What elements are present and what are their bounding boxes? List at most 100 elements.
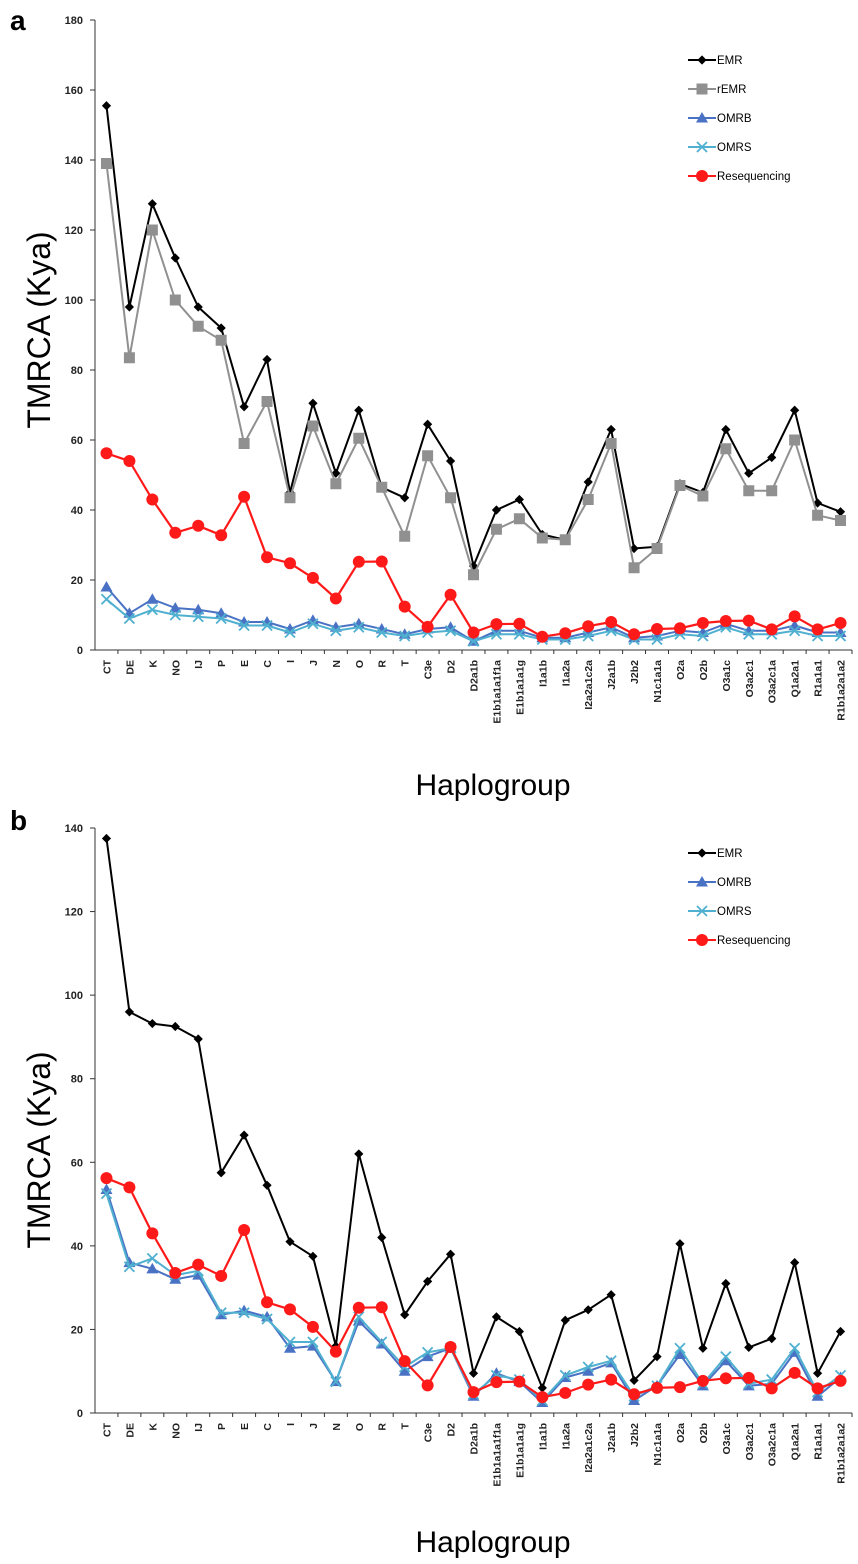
- panel-a-data-point: [788, 610, 801, 623]
- panel-a-data-point: [146, 493, 159, 506]
- panel-b-x-tick-label: R1b1a2a1a2: [836, 1423, 848, 1484]
- panel-a-data-point: [261, 551, 274, 564]
- panel-a-data-point: [651, 543, 663, 554]
- panel-a-data-point: [605, 625, 617, 637]
- panel-a-legend-item: EMR: [688, 55, 743, 67]
- panel-b-x-tick-label: T: [400, 1422, 412, 1429]
- panel-a-x-tick-label: J: [308, 660, 320, 666]
- panel-b-data-point: [261, 1313, 273, 1325]
- panel-b-data-point: [582, 1378, 595, 1391]
- panel-b-data-point: [582, 1361, 594, 1373]
- panel-a-legend-label: OMRS: [717, 142, 752, 154]
- panel-a-y-tick-label: 120: [65, 225, 83, 237]
- panel-a-data-point: [261, 619, 273, 632]
- panel-a-x-tick-label: R1b1a2a1a2: [836, 660, 848, 721]
- panel-b-data-point: [765, 1382, 778, 1395]
- panel-b-x-tick-label: E: [239, 1423, 251, 1430]
- panel-a-y-tick-label: 0: [77, 645, 83, 657]
- panel-b-data-point: [421, 1379, 434, 1392]
- panel-a-x-tick-label: C: [262, 660, 274, 668]
- panel-b-series-resequencing: [100, 1172, 847, 1404]
- panel-a-data-point: [354, 405, 364, 415]
- panel-b-data-point: [674, 1342, 686, 1354]
- panel-a-data-point: [192, 603, 205, 615]
- panel-b-x-tick-label: N1c1a1a: [652, 1423, 664, 1466]
- panel-a-y-tick-label: 180: [65, 15, 83, 27]
- panel-a-data-point: [147, 199, 157, 209]
- panel-a-data-point: [100, 593, 113, 605]
- panel-a-x-tick-label: O2a: [675, 660, 687, 680]
- panel-b-x-tick-label: I1a1b: [537, 1423, 549, 1450]
- panel-b-data-point: [673, 1381, 686, 1394]
- panel-a-x-tick-label: O3a2c1: [744, 660, 756, 698]
- panel-b-data-point: [835, 1326, 846, 1337]
- panel-a-x-tick-label: R1a1a1: [813, 660, 825, 697]
- panel-b-data-point: [537, 1383, 547, 1393]
- panel-a-data-point: [766, 485, 778, 497]
- panel-b-data-point: [698, 1343, 708, 1353]
- panel-b-data-point: [100, 1187, 113, 1200]
- panel-a-data-point: [742, 614, 755, 627]
- panel-a-data-point: [215, 529, 228, 542]
- panel-b-data-point: [788, 1366, 801, 1379]
- panel-a-data-point: [651, 633, 663, 646]
- panel-a-chart: a TMRCA (Kya) Haplogroup 0 20 40 60 80 100 120…: [10, 5, 853, 802]
- panel-b-data-point: [306, 1320, 319, 1333]
- panel-b-x-tick-label: O2a: [675, 1423, 687, 1443]
- panel-a-legend-item: OMRS: [688, 141, 752, 154]
- panel-a-data-point: [284, 626, 296, 639]
- panel-a-data-point: [697, 630, 709, 642]
- panel-a-series-line: [106, 452, 841, 638]
- panel-a-data-point: [582, 630, 594, 642]
- panel-a-data-point: [719, 614, 732, 627]
- panel-b-data-point: [766, 1373, 778, 1386]
- panel-a-data-point: [306, 614, 319, 625]
- panel-b-data-point: [490, 1376, 503, 1389]
- panel-a-y-tick-label: 60: [71, 435, 83, 447]
- panel-a-data-point: [582, 620, 595, 633]
- panel-a-data-point: [262, 354, 272, 365]
- panel-a-data-point: [673, 622, 686, 635]
- panel-a-x-tick-label: Q1a2a1: [790, 660, 802, 698]
- panel-a-data-point: [421, 620, 434, 633]
- panel-a-data-point: [100, 581, 113, 592]
- panel-b-data-point: [352, 1301, 365, 1314]
- panel-b-data-point: [377, 1232, 387, 1243]
- panel-a-y-axis-label: TMRCA (Kya): [21, 231, 57, 428]
- panel-a-data-point: [789, 625, 801, 637]
- panel-a-data-point: [169, 602, 182, 613]
- panel-b-x-tick-label: C3e: [423, 1423, 435, 1442]
- panel-a-legend-marker: [696, 170, 708, 182]
- panel-b-data-point: [308, 1251, 318, 1261]
- panel-b-data-point: [696, 1374, 709, 1387]
- panel-a-data-point: [628, 628, 641, 641]
- panel-a-data-point: [261, 616, 274, 627]
- panel-b-data-point: [628, 1388, 641, 1401]
- panel-a-letter: a: [10, 5, 26, 36]
- panel-b-legend-item: EMR: [688, 848, 743, 860]
- panel-a-data-point: [583, 477, 593, 487]
- panel-b-data-point: [536, 1391, 549, 1404]
- panel-a-x-tick-label: J2a1b: [606, 660, 618, 690]
- panel-b-data-point: [146, 1262, 159, 1274]
- panel-a-data-point: [744, 468, 754, 478]
- panel-a-x-tick-label: CT: [101, 659, 113, 674]
- panel-b-data-point: [789, 1342, 801, 1354]
- panel-b-data-point: [467, 1386, 480, 1399]
- panel-a-data-point: [306, 571, 319, 584]
- panel-a-data-point: [651, 623, 664, 635]
- panel-b-data-point: [215, 1269, 228, 1282]
- panel-b-data-point: [239, 1130, 249, 1140]
- panel-b-data-point: [513, 1375, 526, 1388]
- panel-b-x-tick-label: CT: [101, 1422, 113, 1437]
- panel-a-data-point: [835, 507, 846, 517]
- panel-b-data-point: [398, 1365, 411, 1376]
- panel-a-data-point: [124, 302, 135, 312]
- panel-b-data-point: [307, 1336, 319, 1348]
- panel-a-legend-item: Resequencing: [688, 170, 791, 183]
- panel-b-data-point: [123, 1261, 136, 1273]
- panel-a-legend-item: rEMR: [688, 83, 746, 96]
- panel-b-legend-marker: [696, 876, 708, 887]
- panel-a-x-tick-label: NO: [170, 660, 182, 676]
